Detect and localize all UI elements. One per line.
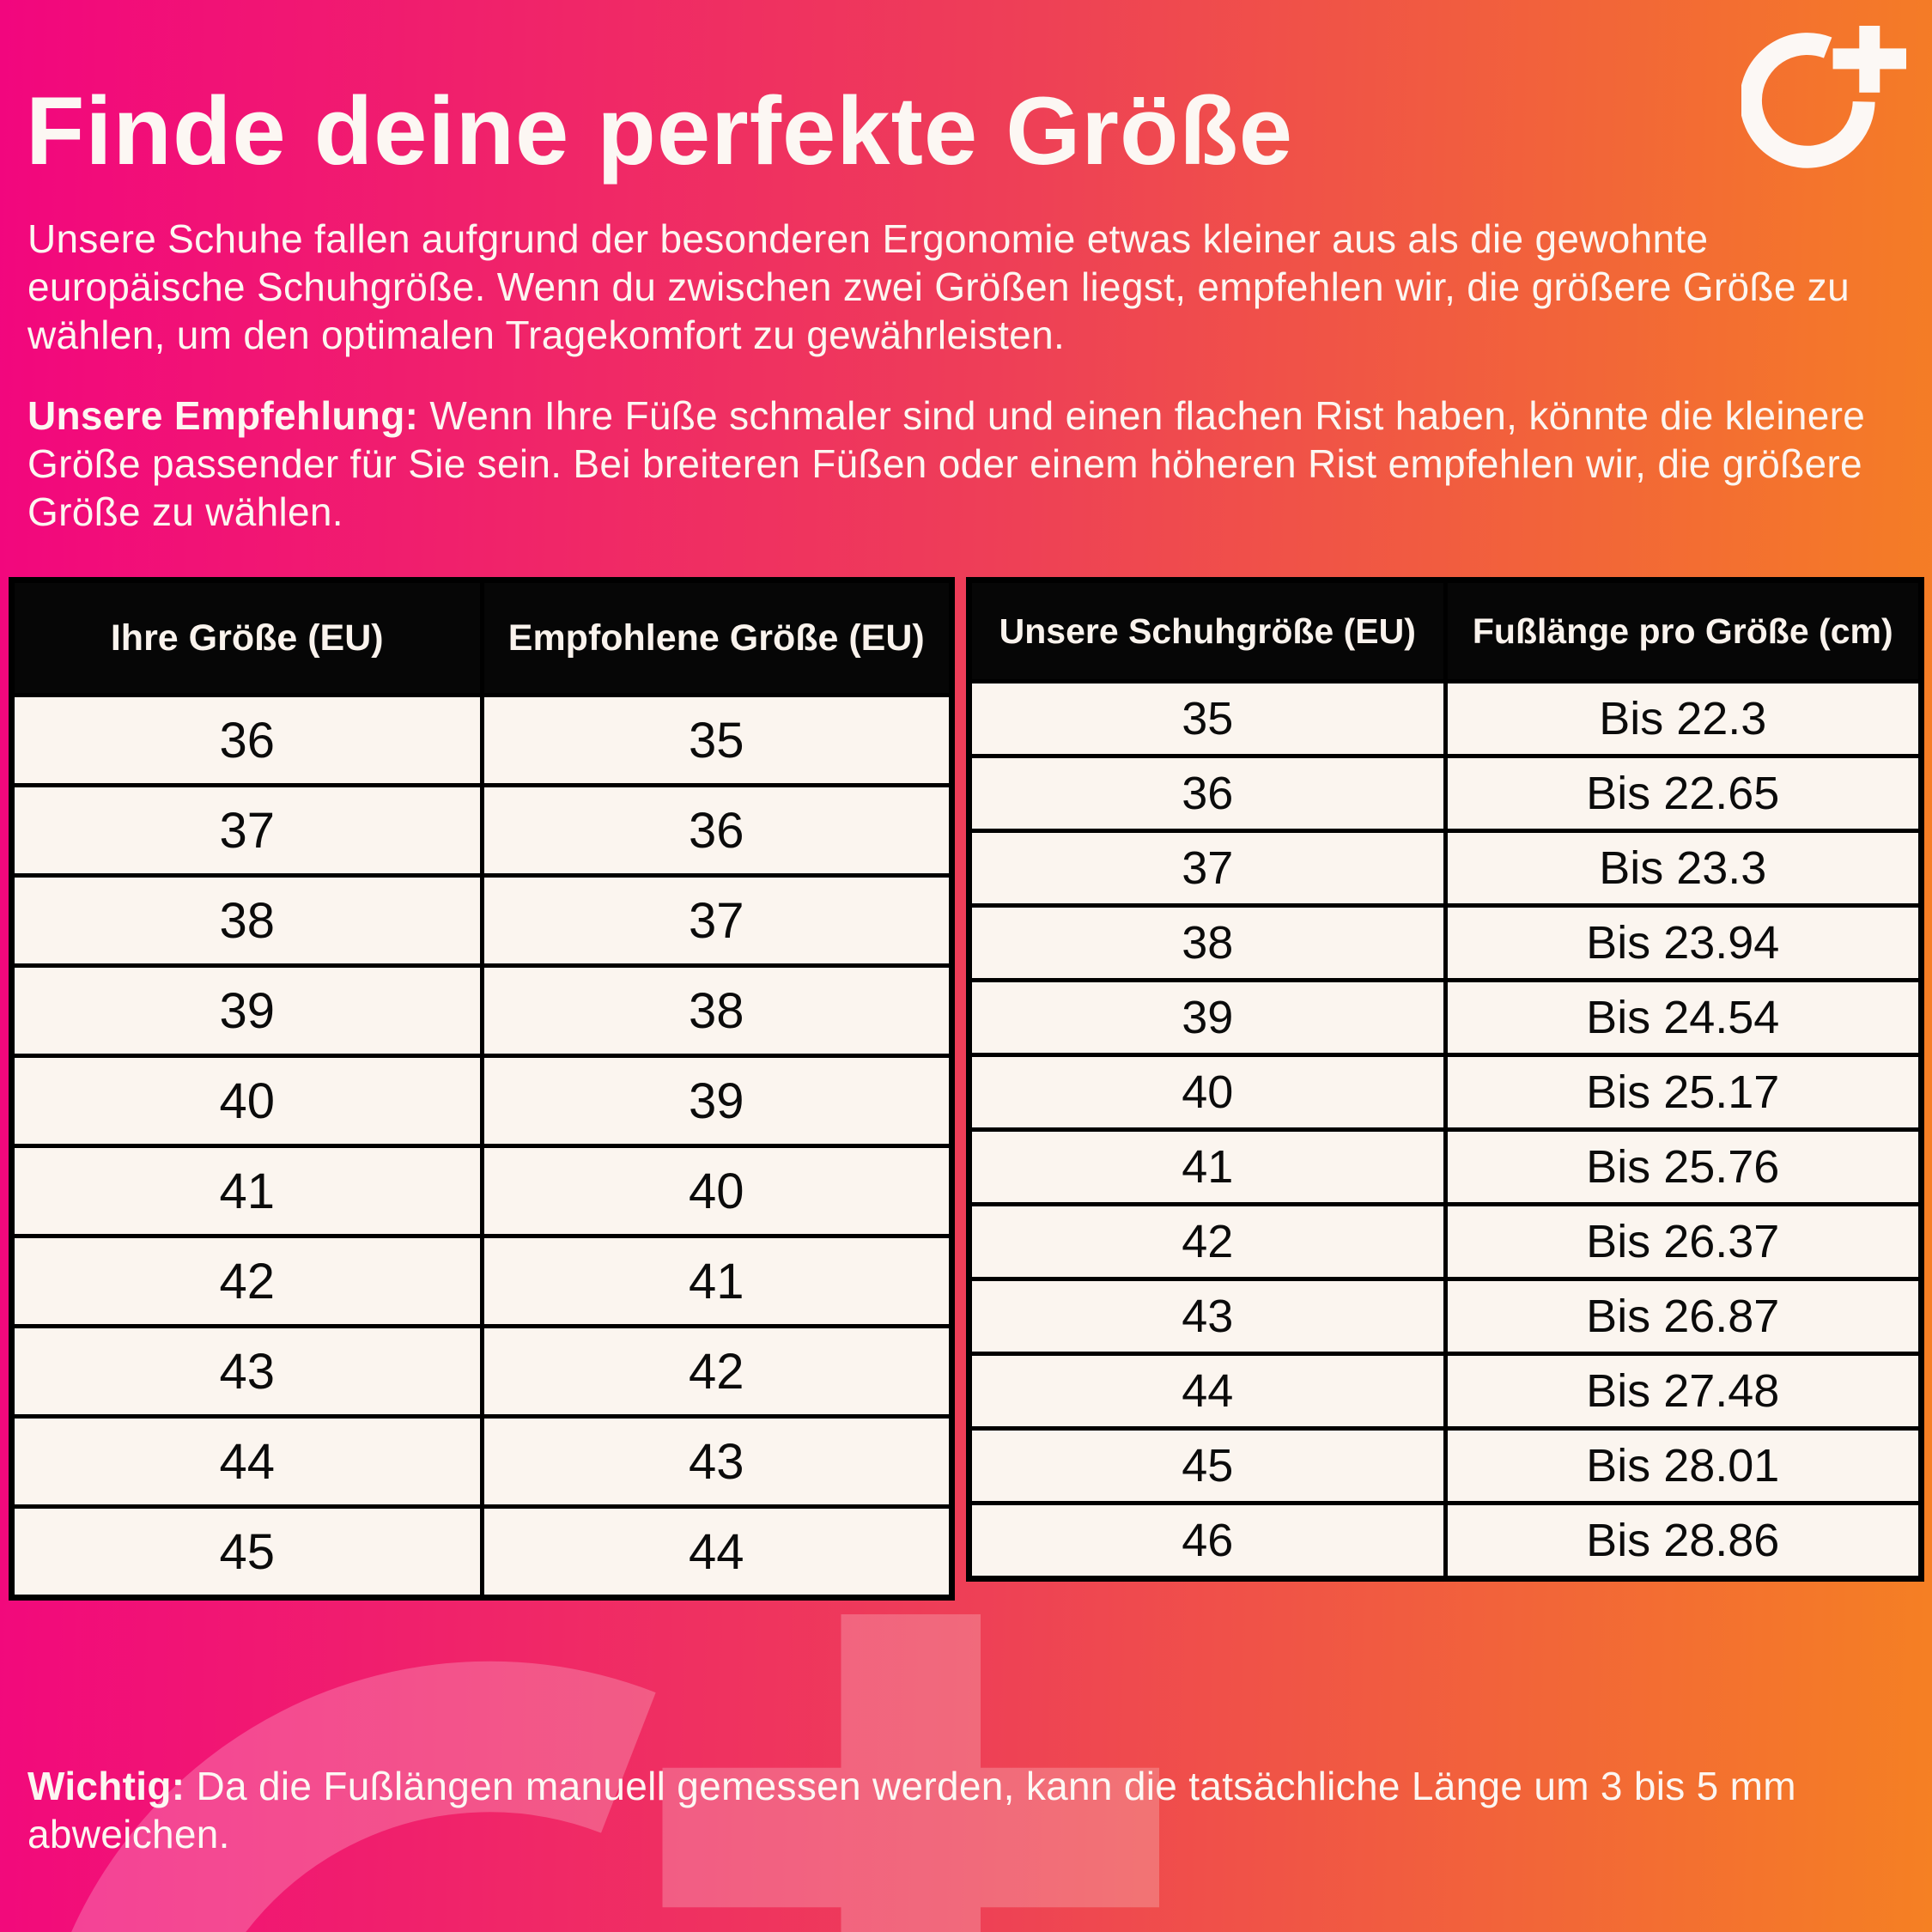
table-cell: 40 — [967, 1053, 1448, 1132]
recommendation-label: Unsere Empfehlung: — [27, 393, 419, 438]
table-cell: 39 — [967, 978, 1448, 1057]
table-cell: 37 — [479, 873, 954, 968]
table-row: 37 Bis 23.3 — [967, 829, 1923, 908]
table-cell: 41 — [9, 1144, 484, 1238]
important-note-text: Da die Fußlängen manuell gemessen werden… — [27, 1764, 1796, 1856]
foot-length-table-head: Unsere Schuhgröße (EU) Fußlänge pro Größ… — [967, 578, 1923, 683]
column-header: Unsere Schuhgröße (EU) — [967, 578, 1448, 683]
brand-logo-icon — [1741, 26, 1906, 168]
table-cell: 40 — [479, 1144, 954, 1238]
table-cell: 41 — [479, 1234, 954, 1328]
important-note-label: Wichtig: — [27, 1764, 185, 1808]
table-cell: 43 — [967, 1277, 1448, 1356]
table-cell: 37 — [9, 783, 484, 878]
table-cell: 41 — [967, 1127, 1448, 1206]
table-cell: Bis 25.76 — [1443, 1127, 1923, 1206]
table-cell: 45 — [967, 1426, 1448, 1505]
table-row: 45 44 — [9, 1504, 954, 1600]
header-row: Ihre Größe (EU) Empfohlene Größe (EU) — [9, 578, 954, 697]
table-cell: Bis 25.17 — [1443, 1053, 1923, 1132]
page-title: Finde deine perfekte Größe — [26, 77, 1294, 185]
table-cell: 36 — [9, 693, 484, 787]
table-row: 40 Bis 25.17 — [967, 1053, 1923, 1132]
important-note: Wichtig: Da die Fußlängen manuell gemess… — [27, 1762, 1906, 1858]
table-row: 38 37 — [9, 873, 954, 968]
table-cell: 36 — [967, 754, 1448, 833]
column-header: Ihre Größe (EU) — [9, 578, 484, 697]
table-row: 36 Bis 22.65 — [967, 754, 1923, 833]
table-cell: Bis 28.86 — [1443, 1501, 1923, 1581]
foot-length-table-body: 35 Bis 22.3 36 Bis 22.65 37 Bis 23.3 38 Bis 23.… — [967, 679, 1923, 1581]
table-cell: Bis 22.3 — [1443, 679, 1923, 758]
table-cell: 39 — [9, 963, 484, 1058]
table-row: 41 40 — [9, 1144, 954, 1238]
table-cell: 39 — [479, 1054, 954, 1148]
foot-length-table: Unsere Schuhgröße (EU) Fußlänge pro Größ… — [966, 577, 1924, 1582]
table-row: 44 Bis 27.48 — [967, 1352, 1923, 1431]
table-row: 44 43 — [9, 1414, 954, 1509]
recommendation-text: Wenn Ihre Füße schmaler sind und einen f… — [27, 393, 1866, 534]
table-cell: 42 — [967, 1202, 1448, 1281]
size-conversion-table: Ihre Größe (EU) Empfohlene Größe (EU) 36… — [9, 577, 955, 1601]
table-row: 42 Bis 26.37 — [967, 1202, 1923, 1281]
table-cell: Bis 22.65 — [1443, 754, 1923, 833]
recommendation-paragraph: Unsere Empfehlung: Wenn Ihre Füße schmal… — [27, 392, 1906, 536]
table-cell: 38 — [9, 873, 484, 968]
table-row: 35 Bis 22.3 — [967, 679, 1923, 758]
header-row: Unsere Schuhgröße (EU) Fußlänge pro Größ… — [967, 578, 1923, 683]
table-cell: 44 — [479, 1504, 954, 1600]
table-row: 41 Bis 25.76 — [967, 1127, 1923, 1206]
table-cell: 42 — [479, 1324, 954, 1419]
table-cell: 38 — [967, 903, 1448, 982]
table-row: 45 Bis 28.01 — [967, 1426, 1923, 1505]
table-cell: 38 — [479, 963, 954, 1058]
table-cell: 40 — [9, 1054, 484, 1148]
table-row: 43 42 — [9, 1324, 954, 1419]
column-header: Empfohlene Größe (EU) — [479, 578, 954, 697]
size-conversion-table-body: 36 35 37 36 38 37 39 38 40 39 41 40 42 41 43 42 44 43 45 44 — [9, 693, 954, 1600]
table-row: 39 38 — [9, 963, 954, 1058]
table-cell: Bis 24.54 — [1443, 978, 1923, 1057]
table-cell: Bis 26.87 — [1443, 1277, 1923, 1356]
table-cell: Bis 23.94 — [1443, 903, 1923, 982]
table-cell: Bis 23.3 — [1443, 829, 1923, 908]
table-cell: 44 — [9, 1414, 484, 1509]
intro-paragraph: Unsere Schuhe fallen aufgrund der besond… — [27, 216, 1850, 357]
table-cell: 36 — [479, 783, 954, 878]
table-row: 37 36 — [9, 783, 954, 878]
table-row: 36 35 — [9, 693, 954, 787]
table-row: 43 Bis 26.87 — [967, 1277, 1923, 1356]
table-cell: 45 — [9, 1504, 484, 1600]
table-cell: Bis 27.48 — [1443, 1352, 1923, 1431]
table-cell: 35 — [479, 693, 954, 787]
table-row: 46 Bis 28.86 — [967, 1501, 1923, 1581]
table-cell: 35 — [967, 679, 1448, 758]
table-cell: 43 — [9, 1324, 484, 1419]
table-cell: Bis 28.01 — [1443, 1426, 1923, 1505]
table-cell: 37 — [967, 829, 1448, 908]
table-cell: Bis 26.37 — [1443, 1202, 1923, 1281]
table-row: 38 Bis 23.94 — [967, 903, 1923, 982]
table-row: 42 41 — [9, 1234, 954, 1328]
table-cell: 42 — [9, 1234, 484, 1328]
table-cell: 46 — [967, 1501, 1448, 1581]
column-header: Fußlänge pro Größe (cm) — [1443, 578, 1923, 683]
table-cell: 44 — [967, 1352, 1448, 1431]
table-row: 40 39 — [9, 1054, 954, 1148]
size-conversion-table-head: Ihre Größe (EU) Empfohlene Größe (EU) — [9, 578, 954, 697]
table-row: 39 Bis 24.54 — [967, 978, 1923, 1057]
table-cell: 43 — [479, 1414, 954, 1509]
